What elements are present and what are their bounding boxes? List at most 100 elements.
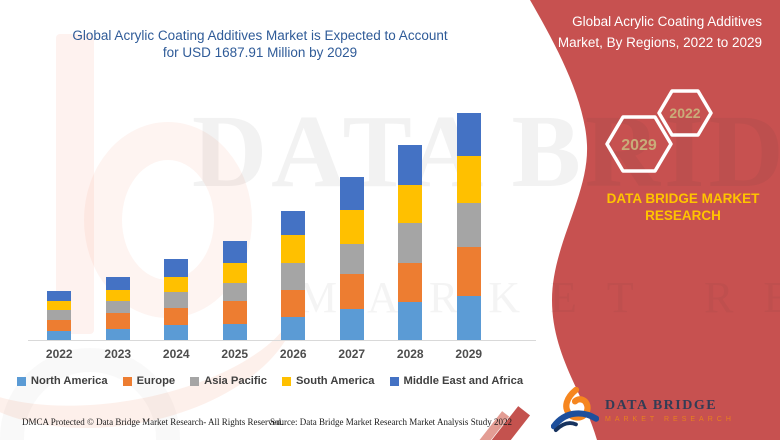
x-axis-label-2023: 2023 — [104, 347, 132, 361]
stacked-bar-2024 — [164, 259, 189, 340]
bar-slot-2026 — [264, 112, 323, 340]
bar-slot-2025 — [206, 112, 265, 340]
x-axis-label-2022: 2022 — [45, 347, 73, 361]
bar-segment-2027-europe — [339, 273, 364, 310]
bar-segment-2023-middle-east-and-africa — [105, 277, 130, 291]
bar-segment-2025-asia-pacific — [222, 282, 247, 302]
legend-label: South America — [295, 375, 375, 387]
x-axis-labels: 2022 2023 2024 2025 2026 2027 2028 2029 — [30, 347, 498, 361]
legend-item-north-america: North America — [16, 375, 108, 387]
bar-segment-2024-asia-pacific — [164, 291, 189, 309]
legend-item-asia-pacific: Asia Pacific — [190, 375, 267, 387]
x-axis-label-2028: 2028 — [396, 347, 424, 361]
bar-slot-2024 — [147, 112, 206, 340]
bar-segment-2024-middle-east-and-africa — [164, 259, 189, 277]
legend-item-south-america: South America — [281, 375, 375, 387]
bar-segment-2028-north-america — [398, 301, 423, 340]
bar-segment-2028-europe — [398, 263, 423, 302]
legend-label: Middle East and Africa — [403, 375, 524, 387]
stacked-bar-2022 — [47, 291, 72, 340]
dbmr-logo: DATA BRIDGE MARKET RESEARCH — [551, 387, 735, 433]
legend-label: Asia Pacific — [204, 375, 267, 387]
bar-segment-2025-europe — [222, 301, 247, 325]
bar-segment-2022-asia-pacific — [47, 310, 72, 320]
hexagon-badge-2022: 2022 — [657, 89, 713, 137]
bar-segment-2026-middle-east-and-africa — [281, 211, 306, 235]
legend-swatch-icon — [122, 376, 132, 386]
logo-name: DATA BRIDGE — [605, 397, 718, 413]
bar-segment-2023-europe — [105, 312, 130, 329]
bar-segment-2028-middle-east-and-africa — [398, 145, 423, 186]
x-axis-label-2026: 2026 — [279, 347, 307, 361]
bar-slot-2022 — [30, 112, 89, 340]
legend-label: North America — [30, 375, 108, 387]
brand-text-line1: DATA BRIDGE MARKET — [606, 191, 760, 206]
bar-segment-2029-middle-east-and-africa — [456, 113, 481, 156]
chart-title: Global Acrylic Coating Additives Market … — [40, 27, 480, 61]
bar-segment-2025-south-america — [222, 262, 247, 283]
bar-segment-2024-europe — [164, 308, 189, 325]
x-axis-label-2027: 2027 — [338, 347, 366, 361]
bar-segment-2023-north-america — [105, 329, 130, 340]
legend-swatch-icon — [16, 376, 26, 386]
bar-slot-2023 — [89, 112, 148, 340]
legend-swatch-icon — [190, 376, 200, 386]
bar-segment-2024-south-america — [164, 276, 189, 292]
stacked-bar-2028 — [398, 145, 423, 340]
legend: North America Europe Asia Pacific South Ame… — [0, 375, 540, 387]
stacked-bar-2025 — [222, 240, 247, 340]
stacked-bar-2027 — [339, 177, 364, 340]
bar-segment-2027-south-america — [339, 210, 364, 244]
dbmr-logo-b-icon — [551, 387, 599, 433]
hexagon-2029-year: 2029 — [621, 137, 657, 154]
bar-segment-2022-middle-east-and-africa — [47, 291, 72, 302]
chart-title-line1: Global Acrylic Coating Additives Market … — [72, 28, 448, 43]
bar-chart-plot-area — [30, 112, 498, 340]
x-axis-label-2024: 2024 — [162, 347, 190, 361]
bar-segment-2024-north-america — [164, 324, 189, 340]
bar-slot-2027 — [323, 112, 382, 340]
bar-segment-2029-asia-pacific — [456, 203, 481, 247]
stacked-bar-2029 — [456, 113, 481, 340]
brand-text: DATA BRIDGE MARKET RESEARCH — [598, 190, 768, 224]
legend-item-middle-east-and-africa: Middle East and Africa — [389, 375, 524, 387]
stacked-bar-2023 — [105, 277, 130, 340]
bar-segment-2022-europe — [47, 320, 72, 331]
logo-subtitle: MARKET RESEARCH — [605, 415, 735, 423]
x-axis-label-2029: 2029 — [455, 347, 483, 361]
bar-segment-2026-north-america — [281, 316, 306, 340]
legend-label: Europe — [136, 375, 176, 387]
brand-text-line2: RESEARCH — [645, 208, 721, 223]
hexagon-badge-2029: 2029 — [605, 115, 673, 173]
bar-segment-2023-asia-pacific — [105, 301, 130, 313]
bar-segment-2028-south-america — [398, 185, 423, 224]
bar-segment-2027-asia-pacific — [339, 243, 364, 274]
x-axis-line — [28, 340, 536, 341]
footer-copyright: DMCA Protected © Data Bridge Market Rese… — [22, 417, 284, 427]
bar-segment-2022-south-america — [47, 301, 72, 310]
footer-source: Source: Data Bridge Market Research Mark… — [270, 417, 512, 427]
bar-segment-2027-north-america — [339, 309, 364, 340]
bar-segment-2029-europe — [456, 246, 481, 296]
bar-segment-2025-north-america — [222, 324, 247, 340]
bar-segment-2026-asia-pacific — [281, 262, 306, 290]
bar-segment-2025-middle-east-and-africa — [222, 240, 247, 263]
panel-title: Global Acrylic Coating Additives Market,… — [557, 14, 762, 50]
bar-segment-2026-south-america — [281, 234, 306, 263]
bar-segment-2023-south-america — [105, 290, 130, 302]
bar-segment-2029-north-america — [456, 295, 481, 340]
stacked-bar-2026 — [281, 211, 306, 340]
x-axis-label-2025: 2025 — [221, 347, 249, 361]
hexagon-2022-year: 2022 — [669, 105, 700, 121]
bar-segment-2026-europe — [281, 289, 306, 317]
bar-segment-2029-south-america — [456, 155, 481, 204]
chart-title-line2: for USD 1687.91 Million by 2029 — [162, 45, 358, 60]
legend-swatch-icon — [389, 376, 399, 386]
bar-segment-2027-middle-east-and-africa — [339, 177, 364, 211]
bar-slot-2029 — [440, 112, 499, 340]
legend-swatch-icon — [281, 376, 291, 386]
bar-segment-2028-asia-pacific — [398, 223, 423, 264]
bar-segment-2022-north-america — [47, 330, 72, 340]
